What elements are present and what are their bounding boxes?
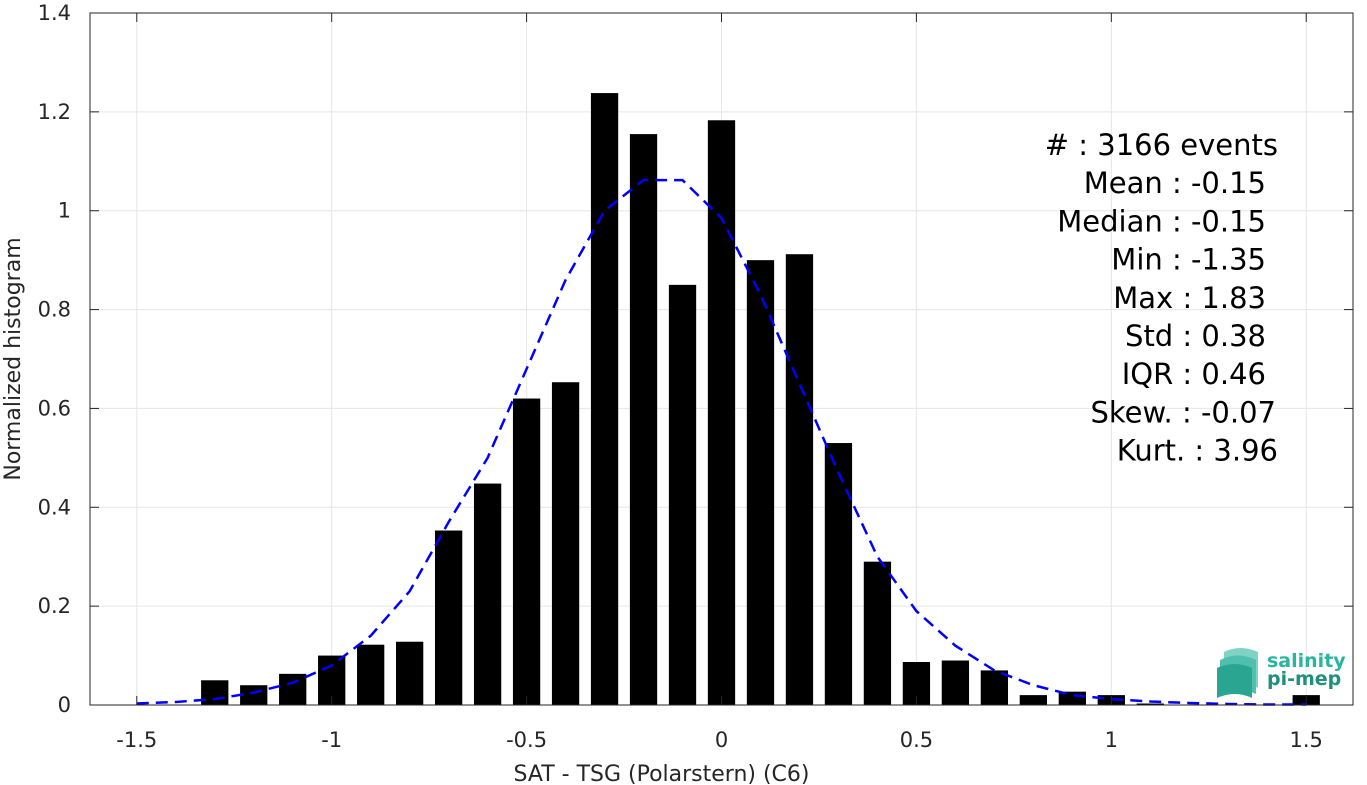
histogram-bar [746,260,775,705]
logo-line-salinity: salinity [1267,650,1346,672]
x-tick-label: 1 [1105,728,1118,752]
histogram-bar [434,530,463,705]
x-tick-label: -1.5 [116,728,157,752]
logo-waves-icon [1217,648,1258,698]
y-tick-label: 0 [58,693,71,717]
statistics-annotation: # : 3166 events Mean : -0.15 Median : -0.1… [1045,128,1278,468]
histogram-bar [357,644,385,705]
histogram-bar [201,680,229,705]
histogram-bar [396,641,424,705]
y-tick-label: 0.4 [38,495,71,519]
histogram-bar [1136,703,1164,705]
y-tick-label: 0.2 [38,594,71,618]
stat-line: IQR : 0.46 [1122,357,1266,391]
stat-line: # : 3166 events [1045,128,1278,162]
x-axis-ticks: -1.5 -1 -0.5 0 0.5 1 1.5 [116,13,1323,752]
y-tick-label: 1 [58,199,71,223]
histogram-bar [512,398,541,705]
y-tick-label: 0.6 [38,396,71,420]
x-tick-label: 0 [715,728,728,752]
stat-line: Max : 1.83 [1113,281,1266,315]
histogram-bar [240,685,268,705]
histogram-bar [551,382,580,705]
stat-line: Mean : -0.15 [1084,166,1266,200]
x-tick-label: -0.5 [506,728,547,752]
salinity-pi-mep-logo: salinity pi-mep [1217,648,1346,698]
y-tick-label: 1.2 [38,100,71,124]
histogram-bar [668,284,697,705]
y-tick-label: 0.8 [38,298,71,322]
stat-line: Min : -1.35 [1111,243,1266,277]
x-tick-label: 0.5 [900,728,933,752]
histogram-bar [980,670,1009,705]
x-tick-label: 1.5 [1290,728,1323,752]
histogram-bar [473,483,502,705]
stat-line: Median : -0.15 [1057,204,1266,238]
x-axis-label: SAT - TSG (Polarstern) (C6) [513,762,809,785]
x-tick-label: -1 [321,728,342,752]
y-axis-ticks: 0 0.2 0.4 0.6 0.8 1 1.2 1.4 [38,1,1353,717]
histogram-bar [279,673,307,705]
histogram-bar [941,660,970,705]
y-axis-label: Normalized histogram [1,237,26,480]
histogram-bar [863,561,892,705]
histogram-bar [824,443,853,705]
stat-line: Skew. : -0.07 [1090,395,1276,429]
histogram-bar [590,93,619,706]
bars-group [201,93,1320,706]
stat-line: Kurt. : 3.96 [1117,434,1278,468]
histogram-bar [785,254,814,705]
stat-line: Std : 0.38 [1125,319,1266,353]
y-tick-label: 1.4 [38,1,71,25]
histogram-bar [629,134,658,706]
histogram-bar [1019,695,1047,705]
logo-line-pi-mep: pi-mep [1267,668,1341,690]
